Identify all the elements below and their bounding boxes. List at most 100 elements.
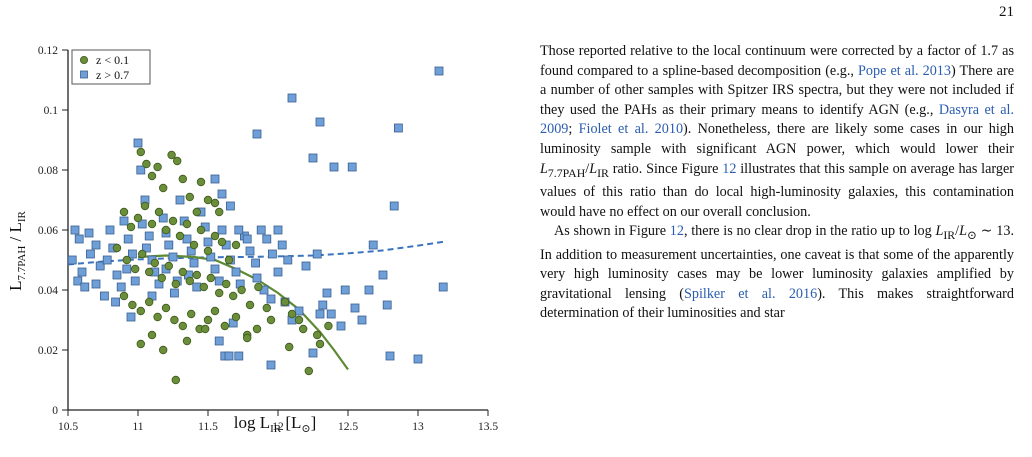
low-z-point — [203, 315, 213, 325]
low-z-point — [214, 207, 224, 217]
low-z-point — [182, 219, 192, 229]
low-z-point — [119, 291, 129, 301]
high-z-point — [382, 300, 392, 310]
high-z-point — [347, 162, 357, 172]
legend-label-high-z: z > 0.7 — [96, 68, 129, 82]
high-z-point — [86, 249, 95, 259]
citation-link[interactable]: Pope et al. 2013 — [858, 62, 951, 79]
low-z-point — [147, 330, 157, 340]
low-z-point — [185, 192, 194, 202]
low-z-point — [136, 339, 145, 349]
low-z-point — [130, 264, 140, 274]
low-z-point — [217, 237, 227, 247]
low-z-point — [262, 303, 271, 313]
high-z-point — [210, 264, 220, 274]
y-tick-label: 0.1 — [44, 105, 59, 117]
high-z-point — [364, 285, 374, 295]
high-z-point — [127, 249, 137, 259]
low-z-point — [299, 324, 308, 334]
low-z-point — [315, 339, 325, 349]
high-z-point — [312, 249, 322, 259]
high-z-point — [393, 123, 403, 133]
high-z-point — [116, 282, 126, 292]
high-z-point — [111, 297, 120, 307]
low-z-point — [178, 321, 187, 331]
high-z-point — [73, 276, 83, 286]
high-z-point — [389, 201, 399, 211]
low-z-point — [203, 195, 213, 205]
y-tick-label: 0.06 — [38, 225, 58, 237]
low-z-point — [206, 273, 215, 283]
x-tick-label: 12.5 — [338, 421, 358, 433]
low-z-point — [122, 255, 131, 265]
low-z-point — [144, 267, 154, 277]
high-z-point — [95, 261, 105, 271]
high-z-point — [245, 246, 255, 256]
high-z-point — [234, 225, 244, 235]
high-z-point — [130, 276, 140, 286]
low-z-point — [210, 198, 220, 208]
high-z-point — [70, 225, 80, 235]
low-z-point — [294, 315, 304, 325]
y-axis-title: L7.7PAH / LIR — [6, 210, 28, 290]
low-z-point — [168, 216, 178, 226]
y-tick-label: 0.02 — [38, 345, 58, 357]
high-z-point — [105, 225, 115, 235]
low-z-point — [182, 336, 192, 346]
y-tick-label: 0.04 — [38, 285, 58, 297]
high-z-point — [287, 93, 297, 103]
high-z-point — [252, 129, 262, 139]
high-z-point — [189, 258, 199, 268]
low-z-point — [119, 207, 129, 217]
high-z-point — [91, 240, 101, 250]
figure-ref-link[interactable]: 12 — [722, 160, 737, 177]
high-z-point — [126, 312, 136, 322]
low-z-point — [221, 279, 231, 289]
low-z-point — [153, 312, 162, 322]
high-z-point — [350, 303, 360, 313]
high-z-point — [326, 309, 336, 319]
citation-link[interactable]: Spilker et al. 2016 — [683, 285, 818, 302]
high-z-point — [438, 282, 448, 292]
high-z-point — [123, 234, 133, 244]
high-z-point — [210, 174, 220, 184]
high-z-point — [80, 282, 90, 292]
high-z-point — [144, 231, 154, 241]
high-z-point — [175, 195, 185, 205]
low-z-point — [266, 315, 276, 325]
high-z-point — [273, 267, 283, 277]
legend: z < 0.1 z > 0.7 — [71, 49, 151, 85]
low-z-point — [112, 243, 122, 253]
low-z-point — [150, 258, 159, 268]
low-z-point — [147, 171, 157, 181]
y-tick-label: 0.12 — [38, 45, 58, 57]
high-z-point — [100, 291, 109, 301]
low-z-point — [126, 222, 136, 232]
high-z-point — [84, 228, 94, 238]
high-z-point — [413, 354, 423, 364]
x-tick-label: 13 — [412, 421, 424, 433]
high-z-point — [231, 267, 241, 277]
low-z-point — [167, 150, 176, 160]
low-z-point — [133, 213, 143, 223]
high-z-point — [169, 288, 179, 298]
high-z-point — [214, 276, 224, 286]
low-z-point — [157, 273, 166, 283]
high-z-point — [112, 270, 122, 280]
high-z-point — [102, 255, 112, 265]
citation-link[interactable]: Fiolet et al. 2010 — [578, 121, 684, 138]
low-z-point — [158, 345, 168, 355]
low-z-point — [172, 156, 182, 166]
figure-ref-link[interactable]: 12 — [669, 223, 684, 240]
high-z-point — [283, 255, 293, 265]
x-axis-title: log LIR [L⊙] — [234, 413, 317, 435]
high-z-point — [378, 270, 388, 280]
high-z-point — [119, 216, 129, 226]
high-z-point — [357, 315, 367, 325]
high-z-point — [308, 348, 318, 358]
low-z-point — [196, 177, 206, 187]
high-z-point — [434, 66, 444, 76]
low-z-point — [228, 291, 238, 301]
high-z-point — [136, 165, 146, 175]
citation-link[interactable]: Dasyra et al. 2009 — [540, 101, 1014, 138]
